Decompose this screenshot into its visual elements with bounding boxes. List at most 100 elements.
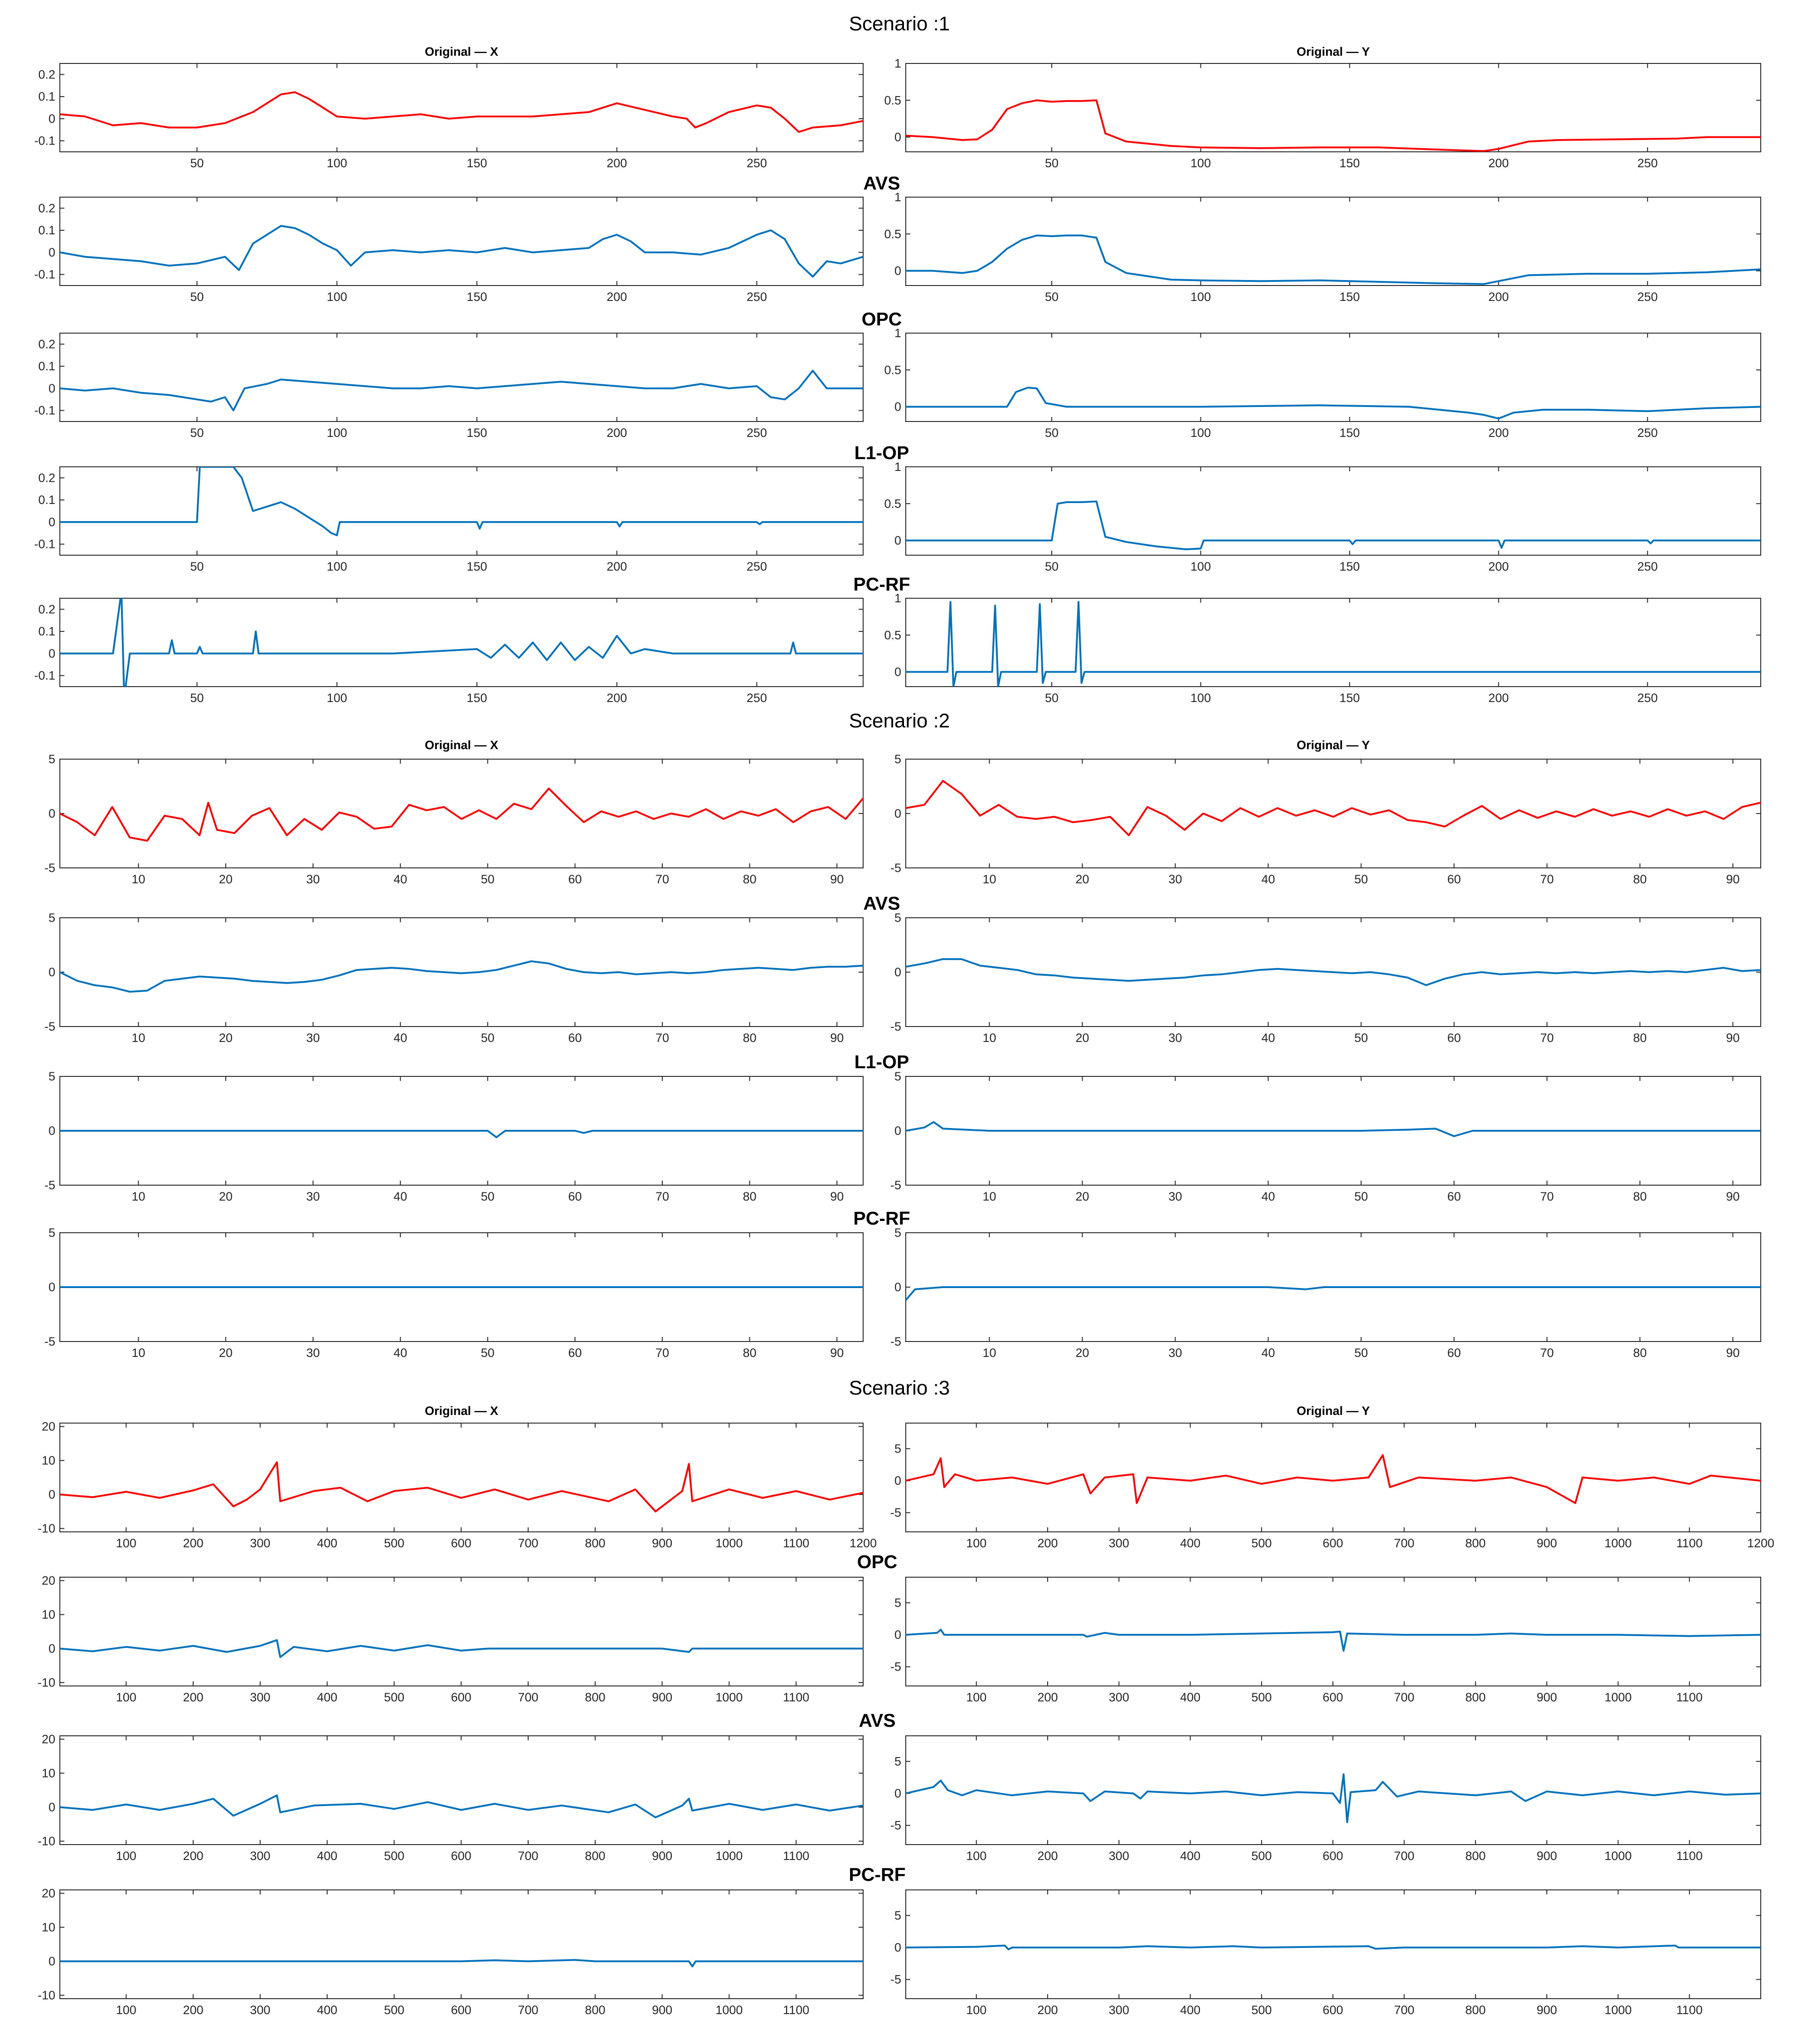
series-line-avs-x bbox=[60, 1794, 863, 1818]
axes-frame bbox=[59, 466, 864, 556]
x-tick-label: 600 bbox=[451, 1536, 471, 1550]
x-tick-label: 700 bbox=[518, 1849, 539, 1863]
y-tick-label: 1 bbox=[894, 460, 901, 474]
x-tick-label: 70 bbox=[656, 1190, 669, 1203]
x-tick-label: 40 bbox=[393, 1190, 407, 1203]
y-tick-label: 0.5 bbox=[884, 93, 901, 107]
x-tick-label: 10 bbox=[131, 1190, 145, 1203]
x-tick-label: 800 bbox=[1465, 1690, 1486, 1704]
series-line-pc-rf-y bbox=[906, 1286, 1761, 1301]
x-tick-label: 80 bbox=[1633, 872, 1646, 886]
x-tick-label: 100 bbox=[1190, 426, 1211, 440]
x-tick-label: 30 bbox=[306, 1190, 320, 1203]
y-tick-label: 0 bbox=[894, 807, 901, 820]
x-tick-label: 50 bbox=[1045, 560, 1059, 573]
plot-s1-pc-rf-y: 50 100 150 200 250 1 0.5 0 bbox=[884, 591, 1761, 705]
series-line-pc-rf-y bbox=[906, 601, 1761, 687]
y-tick-label: -5 bbox=[44, 1178, 55, 1192]
axes-frame bbox=[905, 1889, 1761, 1999]
x-tick-label: 500 bbox=[1251, 1536, 1272, 1550]
x-tick-label: 800 bbox=[1465, 2003, 1486, 2017]
x-tick-label: 1000 bbox=[1604, 1536, 1632, 1550]
x-tick-label: 700 bbox=[518, 1690, 539, 1704]
panel-title-x: Original — X bbox=[425, 45, 498, 58]
x-tick-label: 50 bbox=[1354, 1190, 1368, 1203]
panel-title-x: Original — X bbox=[425, 1404, 498, 1418]
panel-title-y: Original — Y bbox=[1297, 1404, 1370, 1418]
x-tick-label: 800 bbox=[1465, 1849, 1486, 1863]
x-tick-label: 700 bbox=[1394, 1849, 1414, 1863]
x-tick-label: 500 bbox=[1251, 1690, 1272, 1704]
x-tick-label: 250 bbox=[1637, 426, 1658, 440]
x-tick-label: 50 bbox=[481, 1346, 495, 1360]
x-tick-label: 150 bbox=[466, 691, 487, 705]
x-tick-label: 600 bbox=[451, 1690, 471, 1704]
x-tick-label: 100 bbox=[1190, 691, 1211, 705]
y-tick-label: 0 bbox=[894, 1628, 901, 1642]
x-tick-label: 80 bbox=[743, 1031, 757, 1045]
x-tick-label: 90 bbox=[1726, 1190, 1739, 1203]
x-tick-label: 200 bbox=[1488, 290, 1509, 304]
method-label: OPC bbox=[862, 309, 902, 329]
y-tick-label: 0.1 bbox=[38, 493, 55, 507]
y-tick-label: 5 bbox=[49, 1226, 55, 1240]
plot-s3-original-y: 100 200 300 400 500 600 700 800 900 1000 1100 1200 5… bbox=[890, 1423, 1774, 1550]
x-tick-label: 250 bbox=[1637, 691, 1658, 705]
x-tick-label: 250 bbox=[1637, 156, 1658, 170]
x-tick-label: 250 bbox=[747, 156, 767, 170]
y-tick-label: -5 bbox=[890, 861, 901, 875]
x-tick-label: 900 bbox=[652, 1536, 672, 1550]
x-tick-label: 150 bbox=[1340, 290, 1360, 304]
series-line-avs-x bbox=[60, 225, 863, 278]
x-tick-label: 800 bbox=[585, 1536, 605, 1550]
y-tick-label: 1 bbox=[894, 57, 901, 70]
axes-frame bbox=[905, 466, 1761, 556]
x-tick-label: 1100 bbox=[783, 1536, 809, 1550]
y-tick-label: 0.2 bbox=[38, 471, 55, 484]
plot-s1-l1-op-x: 50 100 150 200 250 0.2 0.1 0 -0.1 bbox=[34, 466, 864, 573]
y-tick-label: 0 bbox=[894, 965, 901, 979]
series-line-avs-y bbox=[906, 958, 1761, 986]
method-label: L1-OP bbox=[855, 1051, 909, 1072]
x-tick-label: 200 bbox=[1037, 1849, 1058, 1863]
x-tick-label: 600 bbox=[451, 1849, 471, 1863]
y-tick-label: 0 bbox=[894, 534, 901, 547]
x-tick-label: 1000 bbox=[1604, 1849, 1632, 1863]
x-tick-label: 50 bbox=[190, 426, 204, 440]
x-tick-label: 1000 bbox=[1604, 2003, 1632, 2017]
scenario-1-title: Scenario :1 bbox=[849, 13, 950, 35]
x-tick-label: 700 bbox=[1394, 2003, 1414, 2017]
x-tick-label: 150 bbox=[1340, 560, 1360, 573]
x-tick-label: 100 bbox=[1190, 156, 1211, 170]
y-tick-label: -0.1 bbox=[34, 669, 55, 683]
y-tick-label: 0 bbox=[894, 665, 901, 679]
x-tick-label: 200 bbox=[607, 691, 627, 705]
axes-frame bbox=[59, 1423, 864, 1532]
y-tick-label: 5 bbox=[894, 1070, 901, 1083]
x-tick-label: 40 bbox=[1261, 1031, 1275, 1045]
plot-s3-original-x: 100 200 300 400 500 600 700 800 900 1000 1100 12002… bbox=[38, 1420, 877, 1550]
y-tick-label: -10 bbox=[38, 1676, 55, 1690]
x-tick-label: 90 bbox=[1726, 1031, 1739, 1045]
x-tick-label: 800 bbox=[585, 1690, 605, 1704]
x-tick-label: 200 bbox=[607, 426, 627, 440]
y-tick-label: 0 bbox=[49, 1280, 55, 1294]
plot-s3-pc-rf-y: 100 200 300 400 500 600 700 800 900 1000 1100 5 0 -5 bbox=[890, 1889, 1761, 2017]
x-tick-label: 150 bbox=[1340, 156, 1360, 170]
x-tick-label: 100 bbox=[966, 1536, 986, 1550]
x-tick-label: 20 bbox=[219, 872, 233, 886]
x-tick-label: 200 bbox=[607, 156, 627, 170]
x-tick-label: 1000 bbox=[1604, 1690, 1632, 1704]
x-tick-label: 70 bbox=[1540, 872, 1554, 886]
axes-frame bbox=[905, 1423, 1761, 1532]
axes-frame bbox=[59, 917, 864, 1027]
x-tick-label: 100 bbox=[327, 290, 347, 304]
x-tick-label: 1200 bbox=[1747, 1536, 1774, 1550]
y-tick-label: 0.2 bbox=[38, 337, 55, 351]
x-tick-label: 10 bbox=[982, 872, 996, 886]
x-tick-label: 100 bbox=[1190, 290, 1211, 304]
y-tick-label: 0 bbox=[894, 400, 901, 414]
x-tick-label: 200 bbox=[607, 290, 627, 304]
x-tick-label: 100 bbox=[1190, 560, 1211, 573]
